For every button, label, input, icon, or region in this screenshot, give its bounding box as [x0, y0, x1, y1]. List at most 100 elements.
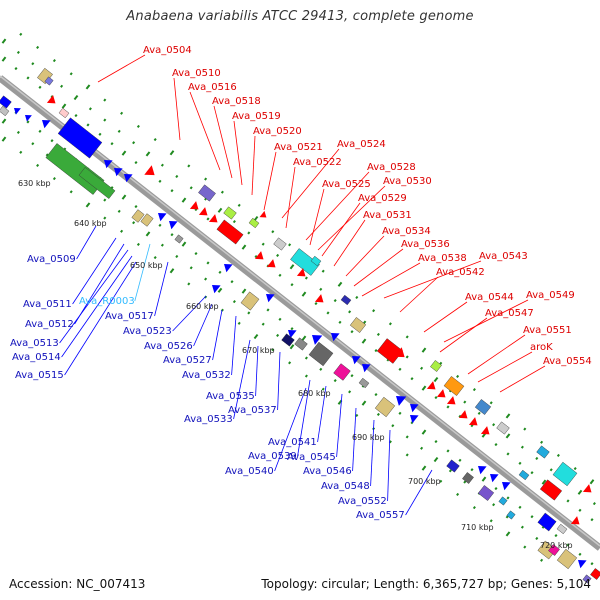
tick-mark [556, 453, 560, 457]
tick-mark [132, 141, 136, 145]
forward-gene-arrow [208, 214, 218, 223]
forward-gene-arrow [426, 381, 436, 390]
tick-mark [187, 164, 191, 168]
leader-line [439, 317, 488, 353]
tick-mark [463, 400, 467, 404]
tick-mark [1, 136, 7, 142]
tick-mark [103, 118, 107, 122]
gene-block [536, 445, 550, 459]
tick-mark [420, 446, 424, 450]
leader-line [76, 225, 97, 260]
tick-mark [301, 291, 307, 297]
tick-mark [505, 433, 511, 439]
reverse-gene-label: Ava_0512 [25, 319, 74, 330]
reverse-gene-arrow [352, 356, 361, 365]
gene-block [556, 548, 578, 570]
leader-line [317, 385, 327, 443]
footer-accession: Accession: NC_007413 [9, 577, 146, 591]
tick-mark [520, 445, 524, 449]
tick-mark [434, 439, 438, 444]
forward-gene-arrow [570, 516, 580, 525]
reverse-gene-arrow [114, 168, 123, 177]
tick-mark [73, 94, 79, 101]
forward-gene-label: Ava_0521 [274, 142, 323, 153]
tick-mark [421, 385, 427, 391]
tick-mark [232, 220, 236, 224]
tick-mark [391, 424, 395, 428]
tick-mark [319, 287, 323, 291]
forward-gene-label: Ava_0522 [293, 157, 342, 168]
tick-mark [189, 266, 193, 270]
tick-mark [535, 456, 539, 461]
tick-mark [420, 366, 424, 370]
forward-gene-arrow [254, 251, 264, 260]
tick-mark [350, 330, 354, 334]
tick-mark [110, 142, 114, 146]
label-leaders [59, 54, 546, 516]
tick-mark [505, 413, 511, 419]
tick-mark [117, 209, 121, 213]
forward-gene-label: Ava_0504 [143, 45, 192, 56]
gene-block [374, 396, 396, 418]
forward-gene-label: Ava_0538 [418, 253, 467, 264]
forward-gene-arrow [468, 417, 478, 426]
scale-label: 640 kbp [74, 219, 107, 228]
tick-mark [388, 322, 392, 326]
gene-block [273, 237, 287, 251]
leader-line [285, 166, 296, 229]
reverse-gene-arrow [312, 335, 323, 345]
tick-mark [304, 374, 308, 378]
tick-mark [204, 277, 208, 281]
gene-block [240, 291, 260, 311]
tick-mark [169, 268, 175, 274]
tick-mark [350, 374, 354, 378]
tick-mark [505, 531, 511, 537]
scale-label: 700 kbp [408, 477, 441, 486]
tick-mark [472, 388, 476, 392]
gene-block [590, 568, 600, 580]
reverse-gene-arrow [288, 330, 297, 339]
tick-mark [206, 217, 210, 221]
tick-mark [103, 216, 107, 220]
tick-mark [153, 138, 157, 142]
leader-line [263, 151, 277, 211]
forward-gene-label: Ava_0525 [322, 179, 371, 190]
tick-mark [355, 295, 359, 300]
tick-mark [405, 335, 409, 339]
tick-mark [1, 38, 7, 44]
reverse-gene-label: Ava_0546 [303, 466, 352, 477]
tick-mark [74, 113, 78, 118]
tick-mark [254, 254, 258, 259]
leader-line [193, 303, 213, 347]
leader-line [370, 419, 375, 487]
tick-mark [31, 142, 35, 146]
gene-block [140, 213, 154, 227]
tick-mark [592, 502, 596, 506]
leader-line [297, 379, 311, 457]
tick-mark [589, 479, 595, 485]
tick-mark [530, 471, 534, 475]
leader-line [352, 407, 357, 472]
tick-mark [489, 519, 493, 523]
tick-mark [578, 552, 582, 556]
gene-block [537, 540, 557, 560]
forward-gene-label: Ava_0516 [188, 82, 237, 93]
tick-mark [421, 347, 427, 353]
gene-block [446, 459, 460, 473]
tick-mark [145, 231, 151, 237]
gene-block [477, 485, 495, 501]
gene-block [44, 76, 54, 86]
tick-mark [145, 151, 151, 157]
forward-gene-arrow [144, 165, 155, 176]
tick-mark [206, 261, 210, 265]
tick-mark [421, 465, 427, 471]
forward-gene-label: Ava_0534 [382, 226, 431, 237]
tick-mark [160, 163, 164, 167]
tick-mark [289, 344, 295, 350]
leader-line [255, 345, 259, 397]
reverse-gene-label: Ava_0532 [182, 370, 231, 381]
gene-block [78, 167, 116, 199]
tick-mark [374, 348, 378, 353]
tick-mark [492, 503, 496, 507]
tick-mark [120, 111, 124, 115]
